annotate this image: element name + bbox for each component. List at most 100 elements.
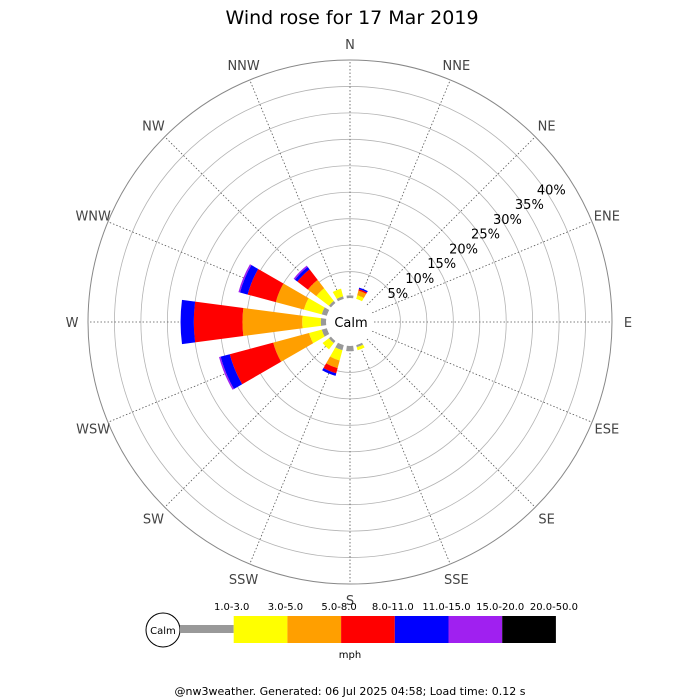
bar-wsw-bin-3 (273, 333, 314, 362)
bar-w-bin-4 (193, 301, 244, 343)
bar-nne-bin-4 (358, 289, 368, 294)
grid-ring-40 (114, 86, 586, 558)
bar-w-bin-2 (302, 315, 321, 329)
ring-label-40: 40% (537, 183, 566, 198)
legend-swatch-1 (180, 625, 234, 633)
grid-ring-outer (87, 59, 613, 585)
legend-swatch-7 (502, 616, 556, 643)
calm-center: Calm (328, 300, 372, 344)
spoke-nnw (249, 79, 342, 300)
bar-ssw-bin-2 (330, 347, 343, 361)
bar-wnw-bin-5 (239, 265, 259, 295)
ring-label-30: 30% (493, 213, 522, 228)
bar-nnw-bin-2 (332, 288, 344, 299)
bar-nne-bin-2 (356, 295, 364, 302)
bar-ssw-bin-3 (326, 356, 340, 369)
grid-ring-35 (140, 112, 560, 532)
direction-label-nw: NW (142, 119, 165, 134)
bar-nne-bin-3 (357, 290, 367, 299)
bar-sw-bin-2 (322, 338, 334, 350)
bar-w-bin-1 (320, 318, 327, 326)
legend-label-7: 20.0-50.0 (530, 602, 578, 613)
spoke-ene (372, 221, 593, 314)
ring-percent-labels: 5%10%15%20%25%30%35%40% (388, 183, 566, 302)
legend-swatch-2 (233, 616, 288, 643)
footer-text: @nw3weather. Generated: 06 Jul 2025 04:5… (175, 685, 526, 698)
ring-label-35: 35% (515, 198, 544, 213)
direction-label-sw: SW (143, 513, 164, 528)
bar-nw-bin-1 (328, 300, 336, 308)
bar-wsw-bin-5 (220, 354, 243, 390)
direction-label-n: N (345, 38, 355, 53)
calm-circle (328, 300, 372, 344)
direction-label-nnw: NNW (227, 59, 259, 74)
bar-ssw-bin-4 (323, 363, 338, 374)
ring-label-25: 25% (471, 228, 500, 243)
bar-n-bin-1 (346, 295, 354, 299)
legend-label-1: 1.0-3.0 (214, 602, 249, 613)
bar-wnw-bin-6 (238, 264, 252, 293)
direction-label-ne: NE (538, 119, 556, 134)
legend-units: mph (339, 650, 361, 661)
bar-nw-bin-5 (294, 266, 310, 282)
bar-sse-bin-1 (356, 342, 364, 348)
spoke-nne (358, 79, 451, 300)
direction-label-wnw: WNW (75, 210, 111, 225)
direction-label-wsw: WSW (76, 422, 110, 437)
direction-label-ene: ENE (594, 210, 620, 225)
spoke-se (366, 338, 536, 508)
direction-label-w: W (66, 316, 79, 331)
legend-label-6: 15.0-20.0 (476, 602, 524, 613)
bar-nw-bin-3 (307, 279, 325, 297)
ring-label-15: 15% (427, 257, 456, 272)
bar-ssw-bin-5 (322, 367, 337, 376)
bar-wnw-bin-4 (247, 269, 284, 303)
bar-wsw-bin-6 (219, 356, 234, 390)
legend-label-4: 8.0-11.0 (372, 602, 414, 613)
wind-bars (180, 264, 368, 390)
bar-wsw-bin-2 (308, 329, 325, 344)
legend-label-3: 5.0-8.0 (321, 602, 356, 613)
direction-labels: N NNE NE ENE E ESE SE SSE S SSW SW WSW W WNW NW NNW (66, 38, 633, 609)
bar-w-bin-3 (242, 307, 303, 337)
spoke-sse (358, 344, 451, 565)
direction-label-nne: NNE (443, 59, 471, 74)
bar-wsw-bin-1 (321, 328, 330, 337)
chart-title: Wind rose for 17 Mar 2019 (225, 7, 478, 29)
direction-label-s: S (346, 594, 354, 609)
legend-label-5: 11.0-15.0 (422, 602, 470, 613)
direction-label-sse: SSE (444, 573, 469, 588)
ring-label-5: 5% (388, 287, 409, 302)
bar-w-bin-5 (180, 299, 196, 345)
spoke-ne (366, 136, 536, 306)
legend-swatch-6 (448, 616, 503, 643)
spoke-ssw (249, 344, 342, 565)
spoke-sw (164, 338, 334, 508)
legend-calm-label: Calm (150, 626, 176, 637)
bar-wsw-bin-4 (229, 342, 282, 385)
bar-nw-bin-2 (316, 288, 334, 306)
bar-wnw-bin-2 (303, 298, 325, 315)
direction-label-ssw: SSW (229, 573, 259, 588)
bar-wnw-bin-1 (321, 307, 330, 316)
legend-label-2: 3.0-5.0 (268, 602, 303, 613)
direction-label-e: E (624, 316, 632, 331)
bar-nne-bin-5 (358, 287, 368, 293)
bar-nnw-bin-1 (336, 296, 344, 302)
bar-nw-bin-4 (297, 269, 318, 290)
direction-label-ese: ESE (594, 422, 619, 437)
bar-wnw-bin-3 (275, 283, 309, 310)
bar-s-bin-1 (346, 345, 354, 352)
legend-swatch-4 (341, 616, 395, 643)
ring-label-10: 10% (405, 272, 434, 287)
bar-ssw-bin-1 (335, 342, 344, 351)
bar-sse-bin-2 (356, 344, 365, 351)
bar-nw-bin-6 (293, 265, 308, 280)
ring-label-20: 20% (449, 242, 478, 257)
direction-label-se: SE (538, 513, 554, 528)
legend-swatch-3 (287, 616, 342, 643)
spoke-ese (372, 330, 593, 423)
speed-legend: Calm 1.0-3.0 3.0-5.0 5.0-8.0 8.0-11.0 11.0-15… (145, 602, 578, 661)
